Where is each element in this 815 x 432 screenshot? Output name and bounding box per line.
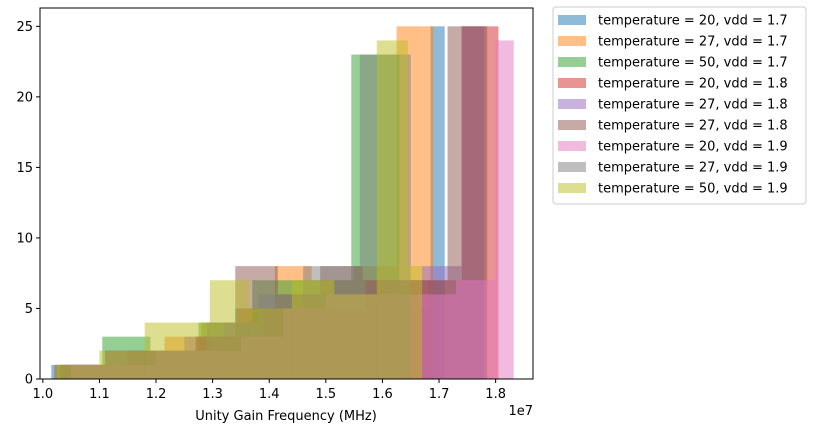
plot-frame: [39, 7, 534, 380]
legend-swatch: [558, 162, 586, 172]
x-tick-label: 1.6: [372, 387, 393, 402]
histogram-bar: [334, 294, 377, 379]
y-tick-label: 10: [16, 231, 33, 246]
histogram-bar: [99, 350, 145, 379]
legend-label: temperature = 27, vdd = 1.7: [598, 35, 788, 50]
histogram-bar: [495, 40, 514, 380]
legend-label: temperature = 20, vdd = 1.8: [598, 77, 788, 92]
histogram-bar: [456, 280, 496, 379]
histogram-bar: [209, 280, 250, 379]
x-tick-label: 1.7: [429, 387, 450, 402]
legend-swatch: [558, 141, 586, 151]
y-tick-label: 20: [16, 90, 33, 105]
y-tick-label: 25: [16, 20, 33, 35]
plot-bars: [51, 26, 514, 380]
histogram-bar: [249, 308, 292, 379]
legend-swatch: [558, 183, 586, 193]
x-axis-label: Unity Gain Frequency (MHz): [195, 409, 377, 424]
y-axis-ticks: 0 5 10 15 20 25: [16, 20, 40, 388]
x-offset-text: 1e7: [508, 404, 533, 419]
x-tick-label: 1.5: [315, 387, 336, 402]
y-tick-label: 0: [25, 373, 33, 388]
legend-label: temperature = 50, vdd = 1.9: [598, 182, 788, 197]
y-tick-label: 5: [25, 302, 33, 317]
x-tick-label: 1.2: [146, 387, 167, 402]
legend-swatch: [558, 57, 586, 67]
legend-label: temperature = 20, vdd = 1.9: [598, 140, 788, 155]
legend-swatch: [558, 15, 586, 25]
histogram-bar: [144, 322, 210, 379]
legend-label: temperature = 27, vdd = 1.8: [598, 98, 788, 113]
histogram-bar: [407, 266, 423, 379]
histogram-bar: [291, 280, 335, 379]
histogram-bar: [416, 294, 457, 379]
legend-label: temperature = 27, vdd = 1.9: [598, 161, 788, 176]
legend-label: temperature = 50, vdd = 1.7: [598, 56, 788, 71]
series-9-bars: [56, 40, 423, 380]
x-axis-ticks: 1.0 1.1 1.2 1.3 1.4 1.5 1.6 1.7 1.8: [32, 379, 506, 402]
legend-frame: [552, 6, 807, 205]
legend: temperature = 20, vdd = 1.7 temperature =…: [552, 6, 807, 205]
x-tick-label: 1.3: [202, 387, 223, 402]
y-tick-label: 15: [16, 161, 33, 176]
legend-swatch: [558, 36, 586, 46]
x-tick-label: 1.1: [89, 387, 110, 402]
legend-swatch: [558, 99, 586, 109]
x-tick-label: 1.0: [32, 387, 53, 402]
x-tick-label: 1.8: [485, 387, 506, 402]
x-tick-label: 1.4: [259, 387, 280, 402]
legend-label: temperature = 20, vdd = 1.7: [598, 14, 788, 29]
legend-label: temperature = 27, vdd = 1.8: [598, 119, 788, 134]
legend-swatch: [558, 78, 586, 88]
histogram-bar: [376, 40, 408, 380]
histogram-bar: [56, 364, 100, 379]
legend-swatch: [558, 120, 586, 130]
